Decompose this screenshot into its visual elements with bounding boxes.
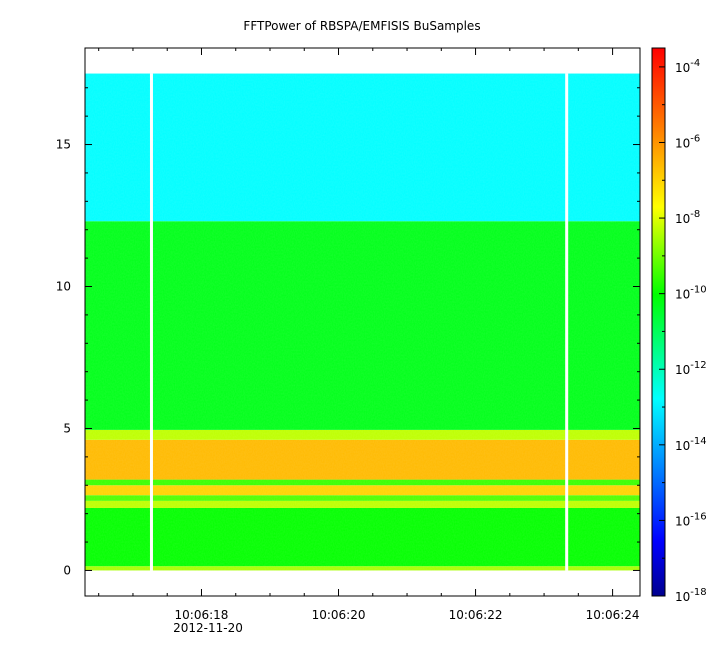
x-tick-label: 10:06:18 [175, 608, 229, 622]
colorbar-tick-label: 10-8 [675, 209, 700, 226]
colorbar-tick-label: 10-6 [675, 133, 700, 150]
colorbar-tick-label: 10-16 [675, 511, 707, 528]
colorbar-tick-label: 10-4 [675, 58, 700, 75]
y-tick-label: 10 [56, 280, 71, 294]
x-tick-label: 10:06:20 [312, 608, 366, 622]
plot-frame [84, 47, 641, 597]
colorbar-frame [651, 47, 666, 597]
data-gap [565, 73, 569, 571]
y-tick-label: 0 [63, 563, 71, 577]
y-tick-label: 15 [56, 138, 71, 152]
data-gap [149, 73, 153, 571]
colorbar-gradient [652, 48, 665, 596]
colorbar-tick-label: 10-12 [675, 360, 707, 377]
chart-title: FFTPower of RBSPA/EMFISIS BuSamples [243, 19, 480, 33]
spectrogram-texture [85, 73, 640, 571]
colorbar-tick-label: 10-18 [675, 587, 707, 604]
x-tick-label: 10:06:24 [586, 608, 640, 622]
colorbar-tick-label: 10-10 [675, 285, 707, 302]
date-label: 2012-11-20 [173, 621, 243, 635]
y-tick-label: 5 [63, 421, 71, 435]
x-tick-label: 10:06:22 [449, 608, 503, 622]
colorbar-tick-label: 10-14 [675, 436, 707, 453]
